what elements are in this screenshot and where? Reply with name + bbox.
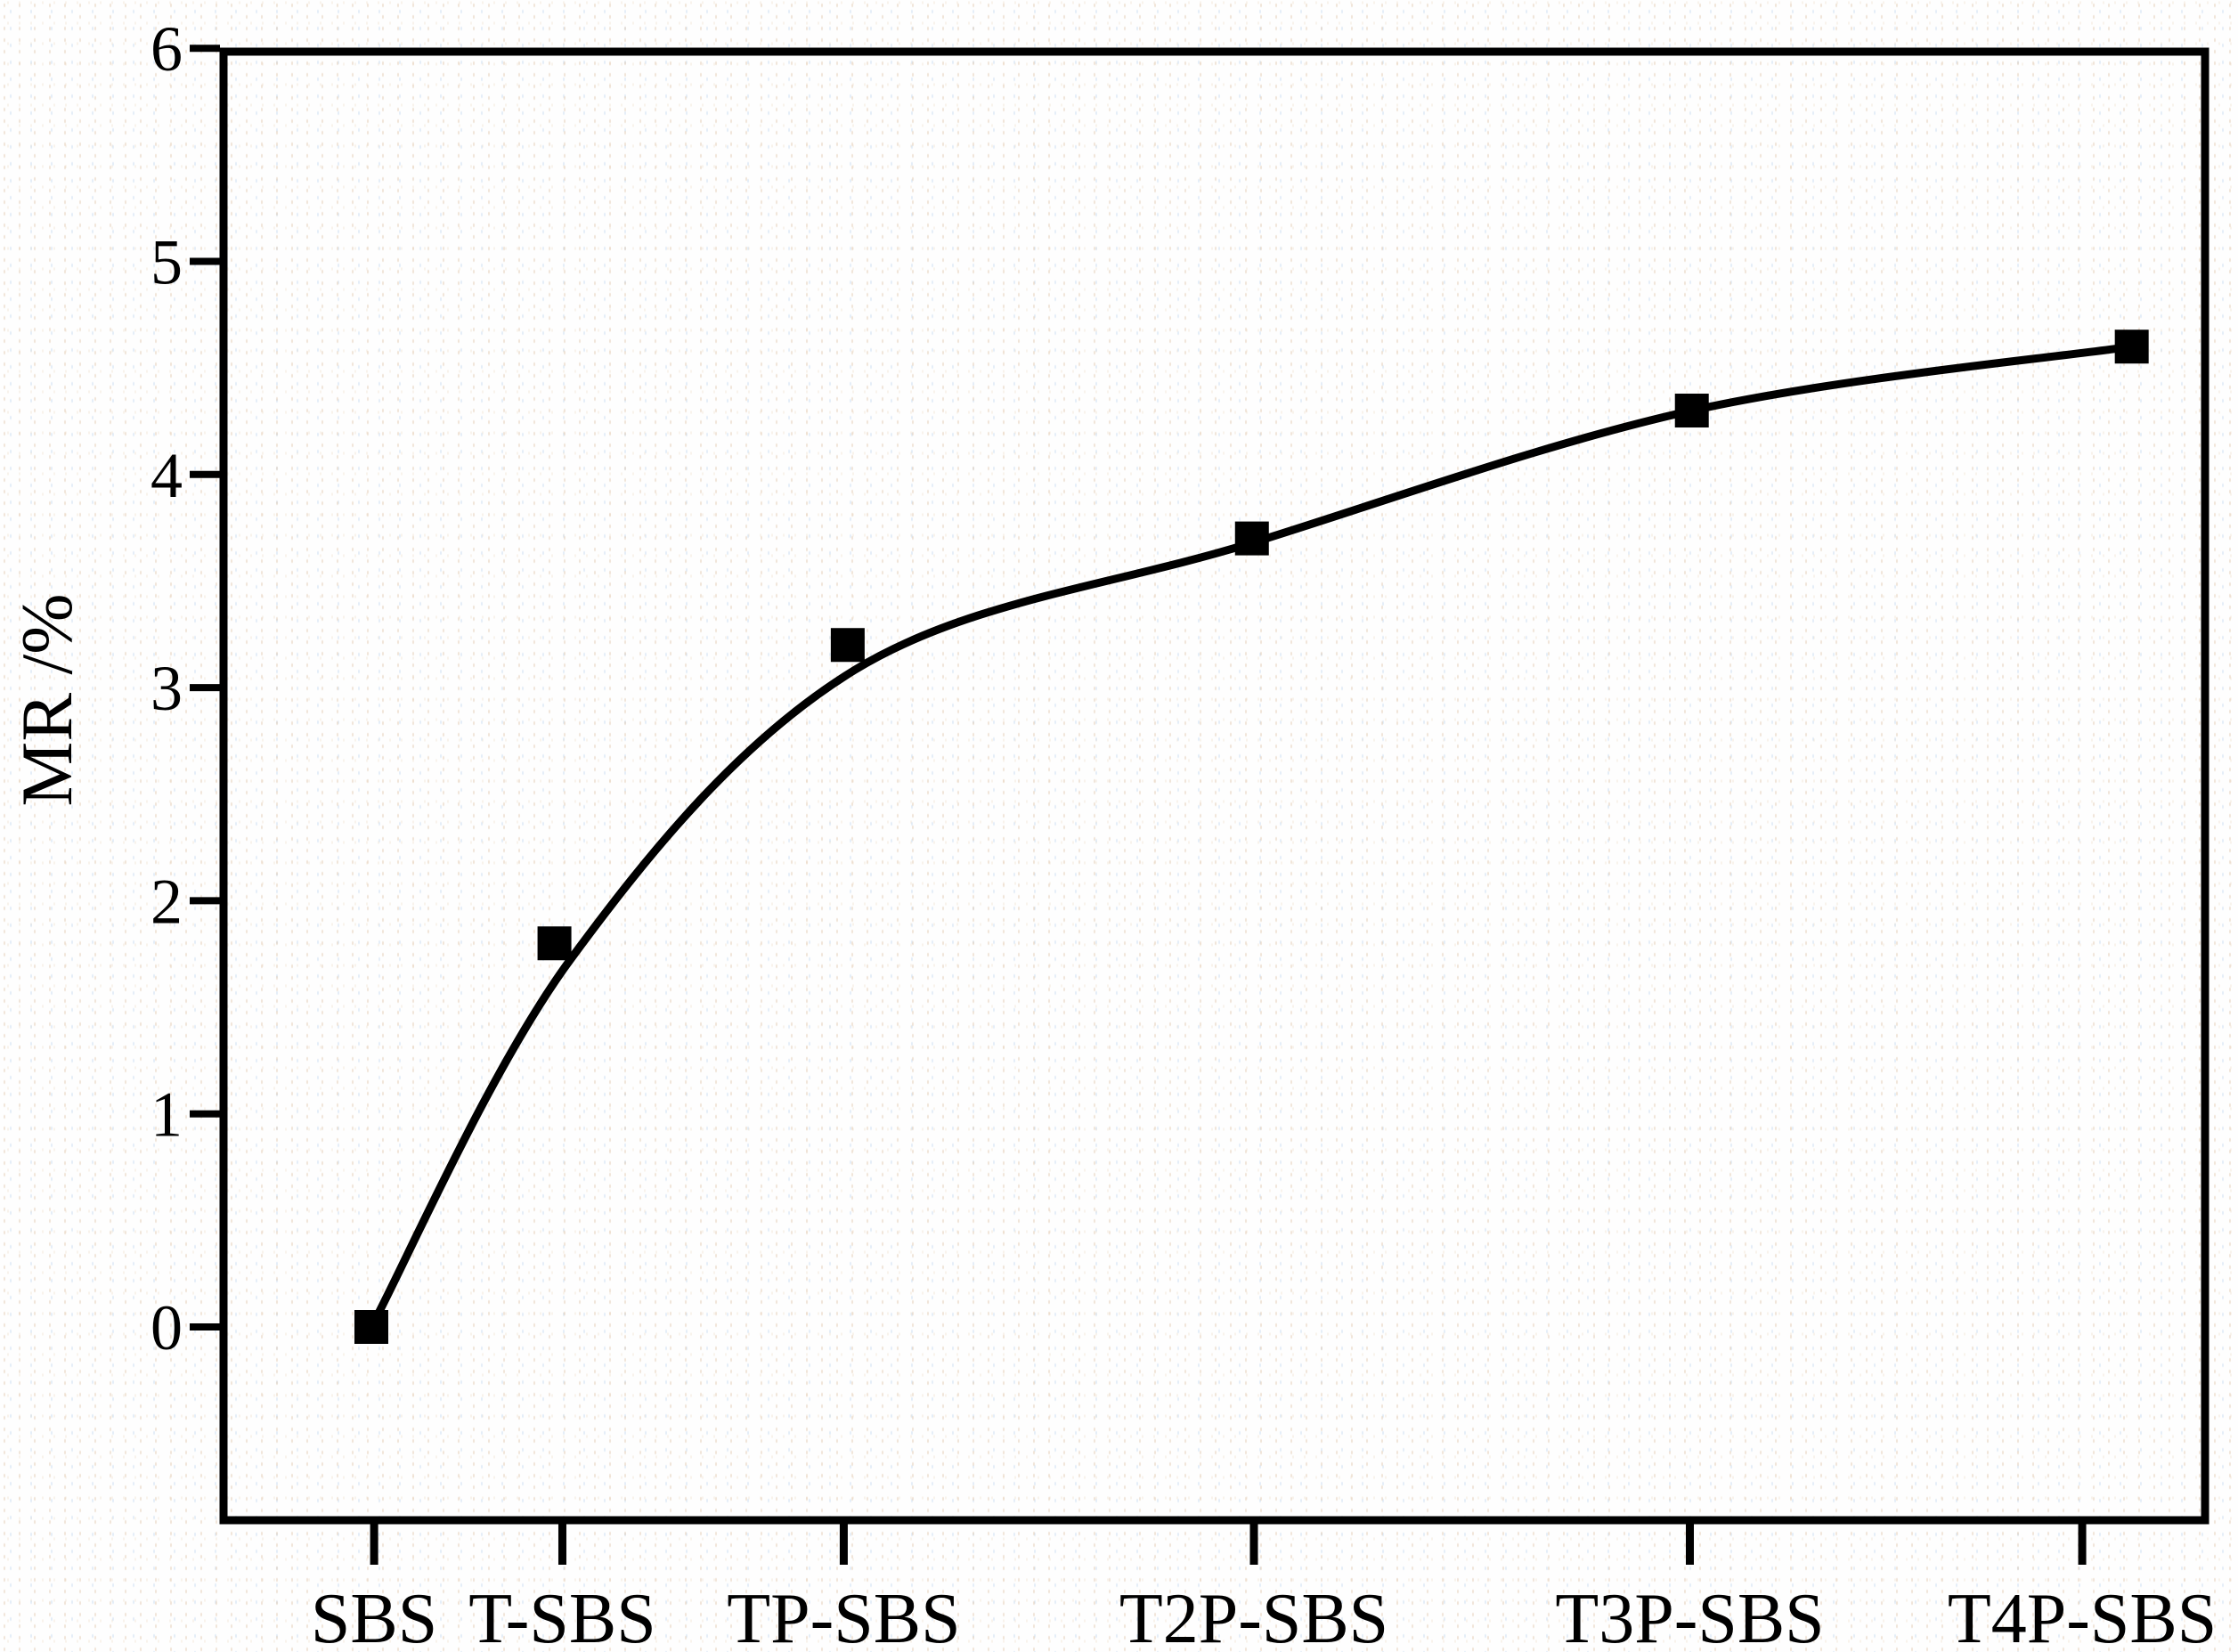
y-tick-label: 5 [151,227,183,298]
data-point-marker [354,1310,388,1344]
x-tick-label: T3P-SBS [1555,1580,1824,1652]
plot-frame [219,47,2210,1525]
data-point-marker [1234,521,1269,556]
y-tick-label: 6 [151,13,183,85]
data-point-marker [1674,394,1709,428]
y-tick-label: 1 [151,1079,183,1151]
data-point-marker [2114,330,2149,364]
data-point-marker [830,628,865,663]
x-tick-label: T4P-SBS [1948,1580,2217,1652]
x-tick-label: SBS [311,1580,437,1652]
y-tick-label: 2 [151,866,183,937]
y-tick-label: 0 [151,1292,183,1363]
y-tick-label: 3 [151,653,183,724]
data-point-marker [537,926,572,961]
plot-area: 0 1 2 3 4 5 6 SBS T-SBS TP-SBS T2P-SBS T3P-SBS T4P-S… [151,13,2217,1652]
y-tick-label: 4 [151,440,183,511]
x-tick-label: TP-SBS [727,1580,960,1652]
x-tick-label: T-SBS [468,1580,656,1652]
data-curve [367,342,2136,1331]
y-axis-title: MR /% [6,593,87,806]
x-tick-label: T2P-SBS [1119,1580,1388,1652]
